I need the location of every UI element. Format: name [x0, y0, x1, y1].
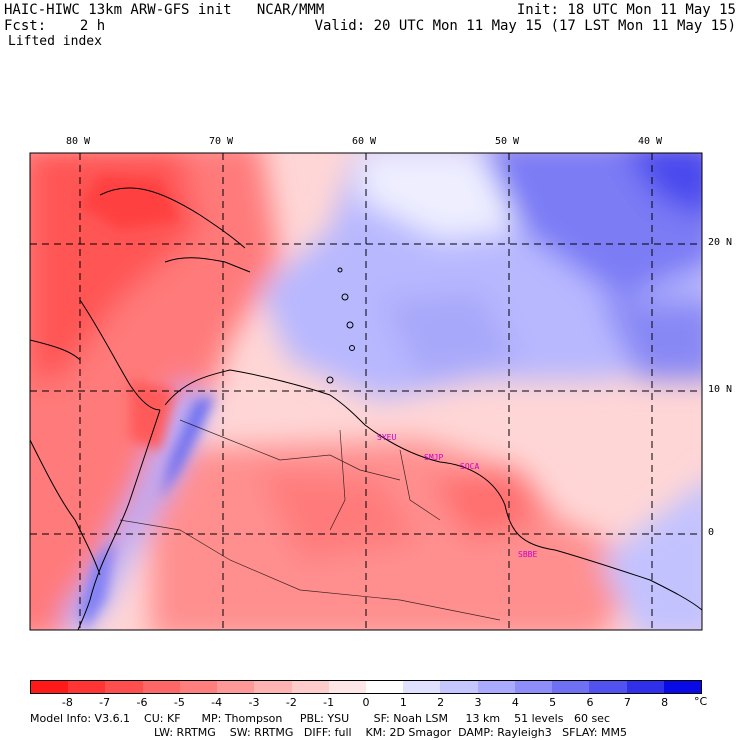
lon-label-70w: 70 W: [209, 136, 234, 147]
colorbar-segment: [403, 681, 441, 693]
colorbar-segment: [589, 681, 627, 693]
colorbar-unit: °C: [694, 695, 708, 708]
colorbar-segment: [626, 681, 664, 693]
colorbar-segment: [440, 681, 478, 693]
valid-time: Valid: 20 UTC Mon 11 May 15 (17 LST Mon …: [314, 18, 736, 34]
model-info-line1: Model Info: V3.6.1 CU: KF MP: Thompson P…: [30, 712, 610, 725]
title-left-line1: HAIC-HIWC 13km ARW-GFS init NCAR/MMM: [4, 2, 325, 18]
colorbar-tick-label: 7: [623, 696, 631, 709]
colorbar-segment: [179, 681, 218, 693]
colorbar-tick-label: 3: [474, 696, 482, 709]
colorbar-segment: [217, 681, 255, 693]
colorbar-segment: [142, 681, 180, 693]
colorbar-tick-label: -3: [248, 696, 260, 709]
colorbar-segment: [328, 681, 366, 693]
colorbar-tick-label: 6: [586, 696, 594, 709]
colorbar-tick-label: -7: [99, 696, 111, 709]
graticule: [30, 153, 702, 630]
colorbar-tick-label: -4: [211, 696, 223, 709]
forecast-hour: Fcst: 2 h: [4, 18, 106, 34]
station-sbbe: SBBE: [518, 550, 538, 559]
colorbar-segment: [477, 681, 515, 693]
coastlines: [30, 187, 702, 630]
lat-label-0: 0: [708, 527, 715, 538]
colorbar-segment: [552, 681, 590, 693]
colorbar-tick-label: -8: [61, 696, 73, 709]
colorbar-tick-label: 4: [511, 696, 519, 709]
lat-label-10n: 10 N: [708, 384, 733, 395]
colorbar-segment: [663, 681, 701, 693]
colorbar-segment: [105, 681, 143, 693]
colorbar-tick-label: -5: [173, 696, 185, 709]
colorbar-tick-label: -6: [136, 696, 148, 709]
colorbar-segment: [291, 681, 329, 693]
colorbar-segment: [514, 681, 553, 693]
lat-label-20n: 20 N: [708, 237, 733, 248]
map-field: [30, 153, 702, 630]
station-soca: SOCA: [460, 462, 480, 471]
colorbar-tick-label: -2: [285, 696, 297, 709]
field-name: Lifted index: [8, 34, 102, 49]
lon-label-50w: 50 W: [495, 136, 520, 147]
colorbar-segment: [254, 681, 292, 693]
lon-label-40w: 40 W: [638, 136, 663, 147]
init-time: Init: 18 UTC Mon 11 May 15: [516, 2, 736, 18]
lon-label-80w: 80 W: [66, 136, 91, 147]
colorbar-tick-label: -1: [323, 696, 335, 709]
colorbar-segment: [31, 681, 69, 693]
colorbar-tick-label: 0: [362, 696, 370, 709]
model-info-line2: LW: RRTMG SW: RRTMG DIFF: full KM: 2D Sm…: [154, 726, 627, 739]
station-smjp: SMJP: [424, 453, 444, 462]
colorbar-segment: [68, 681, 106, 693]
country-borders: [119, 419, 501, 621]
colorbar: [30, 680, 702, 694]
colorbar-tick-label: 1: [399, 696, 407, 709]
colorbar-tick-label: 8: [661, 696, 669, 709]
colorbar-segment: [365, 681, 404, 693]
colorbar-tick-label: 2: [437, 696, 445, 709]
station-syeu: SYEU: [377, 433, 397, 442]
colorbar-tick-label: 5: [549, 696, 557, 709]
lon-label-60w: 60 W: [352, 136, 377, 147]
